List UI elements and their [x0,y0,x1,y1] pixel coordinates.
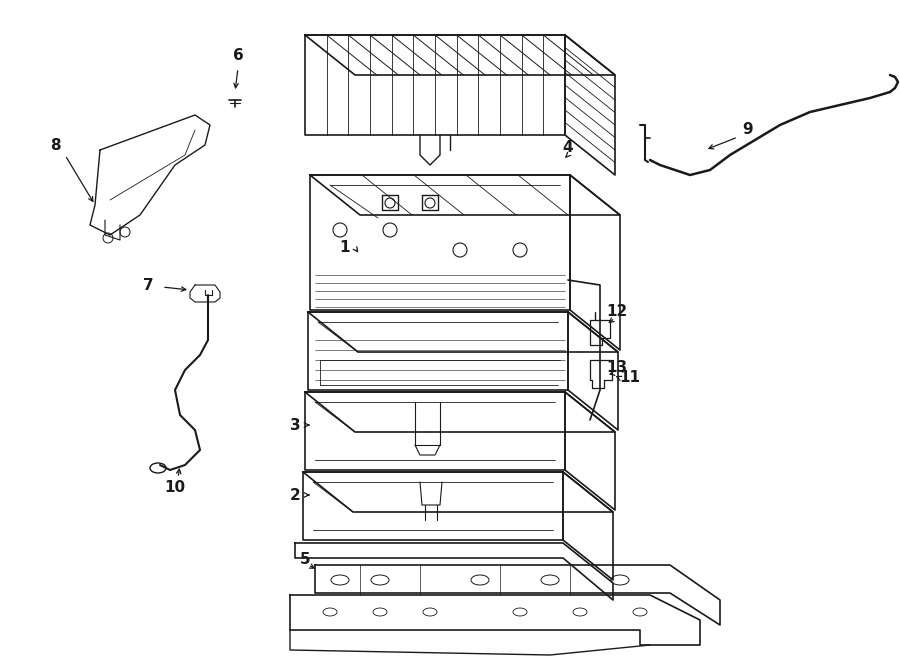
Text: 11: 11 [619,371,641,385]
Text: 5: 5 [300,553,310,568]
Text: 7: 7 [143,278,153,293]
Text: 2: 2 [290,488,301,502]
Text: 4: 4 [562,141,573,155]
Text: 8: 8 [50,137,60,153]
Text: 13: 13 [607,360,627,375]
Text: 6: 6 [232,48,243,63]
Text: 10: 10 [165,481,185,496]
Text: 12: 12 [607,305,627,319]
Text: 9: 9 [742,122,753,137]
Text: 1: 1 [340,241,350,256]
Text: 3: 3 [290,418,301,432]
